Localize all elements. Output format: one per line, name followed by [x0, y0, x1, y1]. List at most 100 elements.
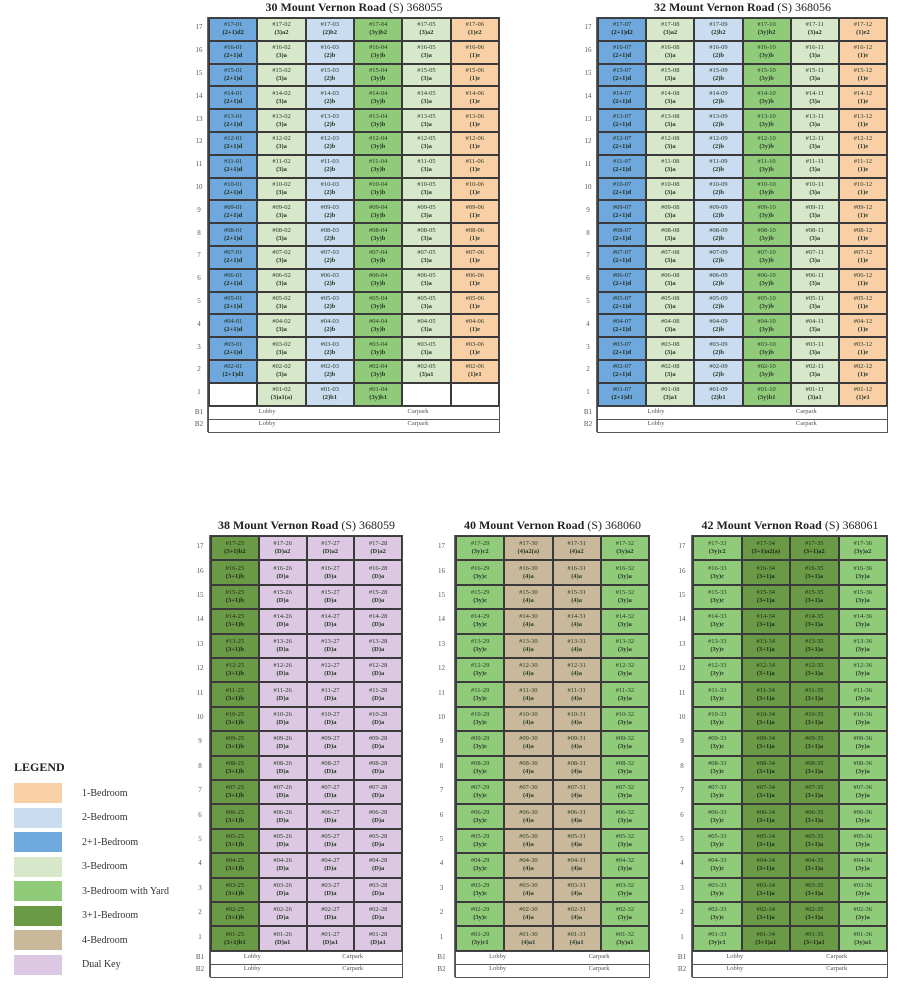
unit-cell[interactable]: #15-10 (3y)b: [742, 63, 791, 87]
unit-cell[interactable]: #10-32 (3y)a: [600, 706, 649, 732]
unit-cell[interactable]: #16-03 (2)b: [305, 40, 354, 64]
unit-cell[interactable]: #05-29 (3y)c: [456, 828, 505, 854]
unit-cell[interactable]: #12-05 (3)a: [402, 132, 451, 155]
unit-cell[interactable]: #06-12 (1)e: [838, 268, 888, 292]
unit-cell[interactable]: #02-27 (D)a: [306, 902, 355, 927]
unit-cell[interactable]: #06-03 (2)b: [305, 268, 354, 292]
unit-cell[interactable]: #09-12 (1)e: [838, 200, 888, 224]
unit-cell[interactable]: #01-12 (1)e1: [838, 382, 888, 406]
unit-cell[interactable]: #08-09 (2)b: [694, 223, 743, 246]
unit-cell[interactable]: #03-28 (D)a: [354, 877, 402, 902]
unit-cell[interactable]: #17-10 (3y)b2: [742, 18, 791, 41]
unit-cell[interactable]: #04-11 (3)a: [790, 314, 839, 338]
unit-cell[interactable]: #03-05 (3)a: [402, 337, 451, 360]
unit-cell[interactable]: #17-09 (2)b2: [694, 18, 743, 41]
unit-cell[interactable]: #08-26 (D)a: [258, 755, 307, 780]
unit-cell[interactable]: #14-01 (2+1)d: [209, 86, 258, 110]
unit-cell[interactable]: #03-04 (3y)b: [353, 337, 403, 360]
unit-cell[interactable]: #04-08 (3)a: [646, 314, 695, 338]
unit-cell[interactable]: #14-26 (D)a: [258, 609, 307, 634]
unit-cell[interactable]: #02-07 (2+1)d: [598, 360, 647, 383]
unit-cell[interactable]: #06-04 (3y)b: [353, 268, 403, 292]
unit-cell[interactable]: #12-33 (3y)c: [693, 658, 742, 683]
unit-cell[interactable]: #15-12 (1)e: [838, 63, 888, 87]
unit-cell[interactable]: #06-28 (D)a: [354, 804, 402, 829]
unit-cell[interactable]: #13-31 (4)a: [552, 633, 601, 658]
unit-cell[interactable]: #03-27 (D)a: [306, 877, 355, 902]
unit-cell[interactable]: #03-07 (2+1)d: [598, 337, 647, 360]
unit-cell[interactable]: #15-31 (4)a: [552, 584, 601, 610]
unit-cell[interactable]: #09-10 (3y)b: [742, 200, 791, 224]
unit-cell[interactable]: #06-10 (3y)b: [742, 268, 791, 292]
unit-cell[interactable]: #11-02 (3)a: [257, 154, 306, 178]
unit-cell[interactable]: #11-07 (2+1)d: [598, 154, 647, 178]
unit-cell[interactable]: #11-35 (3+1)a: [790, 682, 839, 707]
unit-cell[interactable]: #14-04 (3y)b: [353, 86, 403, 110]
unit-cell[interactable]: #17-12 (1)e2: [838, 18, 888, 41]
unit-cell[interactable]: #11-04 (3y)b: [353, 154, 403, 178]
unit-cell[interactable]: #14-10 (3y)b: [742, 86, 791, 110]
unit-cell[interactable]: #17-08 (3)a2: [646, 18, 695, 41]
unit-cell[interactable]: #13-12 (1)e: [838, 109, 888, 132]
unit-cell[interactable]: #10-03 (2)b: [305, 177, 354, 201]
unit-cell[interactable]: #12-26 (D)a: [258, 658, 307, 683]
unit-cell[interactable]: #10-07 (2+1)d: [598, 177, 647, 201]
unit-cell[interactable]: #04-36 (3y)a: [838, 853, 887, 878]
unit-cell[interactable]: #17-28 (D)a2: [354, 536, 402, 561]
unit-cell[interactable]: #15-36 (3y)a: [838, 584, 887, 610]
unit-cell[interactable]: #08-31 (4)a: [552, 755, 601, 780]
unit-cell[interactable]: #09-01 (2+1)d: [209, 200, 258, 224]
unit-cell[interactable]: #13-03 (2)b: [305, 109, 354, 132]
unit-cell[interactable]: #17-06 (1)e2: [450, 18, 499, 41]
unit-cell[interactable]: #16-26 (D)a: [258, 560, 307, 585]
unit-cell[interactable]: #13-04 (3y)b: [353, 109, 403, 132]
unit-cell[interactable]: #14-25 (3+1)b: [211, 609, 259, 634]
unit-cell[interactable]: #05-06 (1)e: [450, 291, 499, 315]
unit-cell[interactable]: #09-04 (3y)b: [353, 200, 403, 224]
unit-cell[interactable]: #10-30 (4)a: [504, 706, 553, 732]
unit-cell[interactable]: #01-07 (2+1)d1: [598, 382, 647, 406]
unit-cell[interactable]: #15-06 (1)e: [450, 63, 499, 87]
unit-cell[interactable]: #09-06 (1)e: [450, 200, 499, 224]
unit-cell[interactable]: #17-25 (3+1)b2: [211, 536, 259, 561]
unit-cell[interactable]: #09-30 (4)a: [504, 731, 553, 756]
unit-cell[interactable]: #03-31 (4)a: [552, 877, 601, 902]
unit-cell[interactable]: #14-05 (3)a: [402, 86, 451, 110]
unit-cell[interactable]: #07-10 (3y)b: [742, 246, 791, 269]
unit-cell[interactable]: #02-03 (2)b: [305, 360, 354, 383]
unit-cell[interactable]: #04-03 (2)b: [305, 314, 354, 338]
unit-cell[interactable]: #02-34 (3+1)a: [741, 902, 790, 927]
unit-cell[interactable]: #16-05 (3)a: [402, 40, 451, 64]
unit-cell[interactable]: #07-34 (3+1)a: [741, 780, 790, 805]
unit-cell[interactable]: #11-26 (D)a: [258, 682, 307, 707]
unit-cell[interactable]: #17-31 (4)a2: [552, 536, 601, 561]
unit-cell[interactable]: #15-27 (D)a: [306, 584, 355, 610]
unit-cell[interactable]: #05-03 (2)b: [305, 291, 354, 315]
unit-cell[interactable]: #08-32 (3y)a: [600, 755, 649, 780]
unit-cell[interactable]: #09-02 (3)a: [257, 200, 306, 224]
unit-cell[interactable]: #09-29 (3y)c: [456, 731, 505, 756]
unit-cell[interactable]: #08-29 (3y)c: [456, 755, 505, 780]
unit-cell[interactable]: #16-35 (3+1)a: [790, 560, 839, 585]
unit-cell[interactable]: #16-27 (D)a: [306, 560, 355, 585]
unit-cell[interactable]: #10-02 (3)a: [257, 177, 306, 201]
unit-cell[interactable]: #03-36 (3y)a: [838, 877, 887, 902]
unit-cell[interactable]: #17-11 (3)a2: [790, 18, 839, 41]
unit-cell[interactable]: #15-01 (2+1)d: [209, 63, 258, 87]
unit-cell[interactable]: #07-05 (3)a: [402, 246, 451, 269]
unit-cell[interactable]: #03-25 (3+1)b: [211, 877, 259, 902]
unit-cell[interactable]: #04-28 (D)a: [354, 853, 402, 878]
unit-cell[interactable]: #16-08 (3)a: [646, 40, 695, 64]
unit-cell[interactable]: #02-10 (3y)b: [742, 360, 791, 383]
unit-cell[interactable]: #04-25 (3+1)b: [211, 853, 259, 878]
unit-cell[interactable]: #12-06 (1)e: [450, 132, 499, 155]
unit-cell[interactable]: #09-03 (2)b: [305, 200, 354, 224]
unit-cell[interactable]: #12-27 (D)a: [306, 658, 355, 683]
unit-cell[interactable]: #13-32 (3y)a: [600, 633, 649, 658]
unit-cell[interactable]: #14-32 (3y)a: [600, 609, 649, 634]
unit-cell[interactable]: #17-30 (4)a2(a): [504, 536, 553, 561]
unit-cell[interactable]: #04-27 (D)a: [306, 853, 355, 878]
unit-cell[interactable]: #13-11 (3)a: [790, 109, 839, 132]
unit-cell[interactable]: #05-09 (2)b: [694, 291, 743, 315]
unit-cell[interactable]: #02-36 (3y)a: [838, 902, 887, 927]
